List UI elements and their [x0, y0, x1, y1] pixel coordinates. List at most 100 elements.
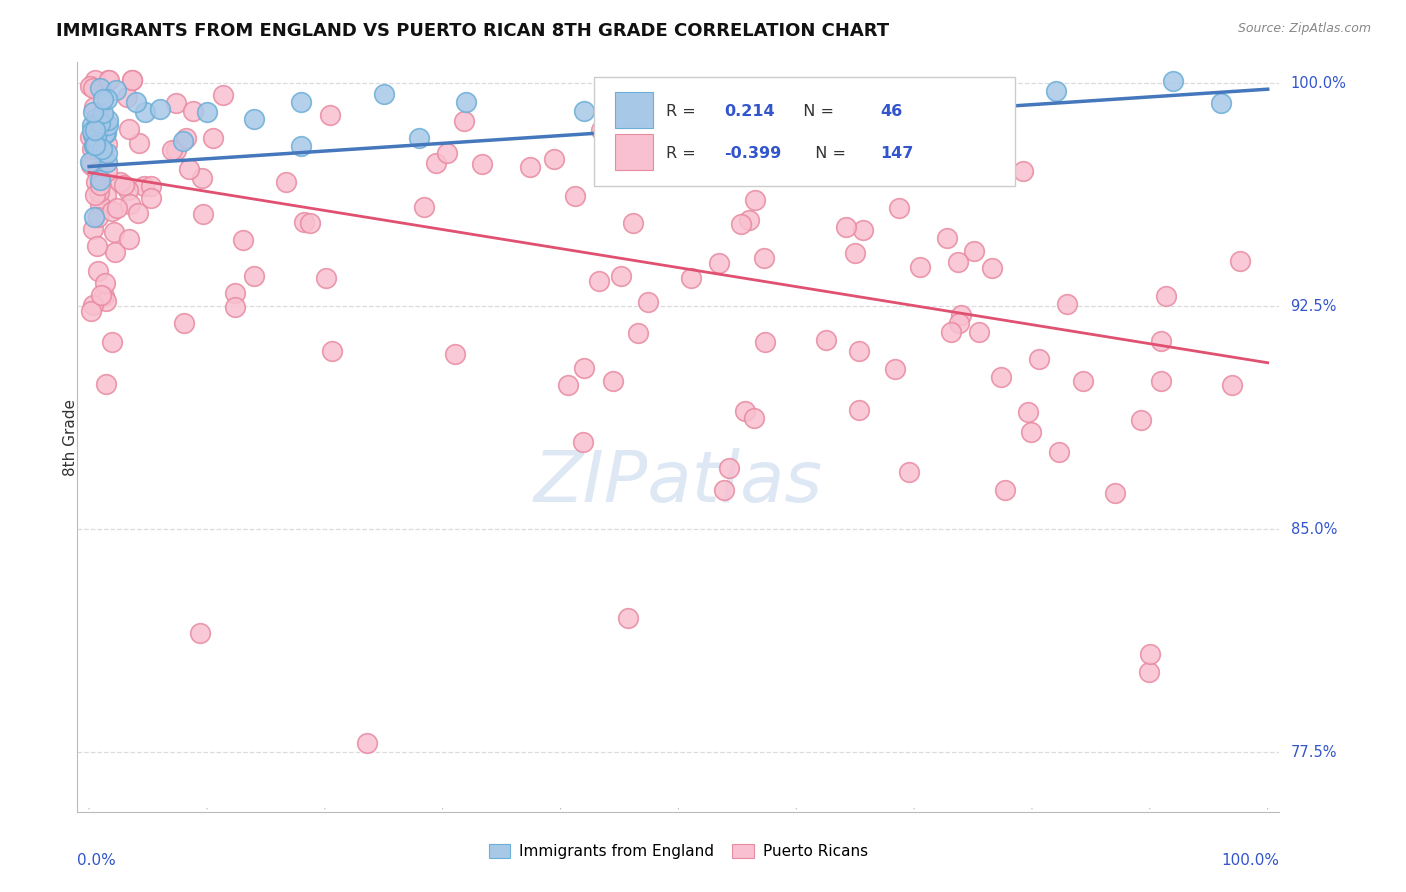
Point [1150, 374, 1173, 388]
Point [1137, 665, 1160, 679]
Point [1012, 164, 1035, 178]
Text: R =: R = [666, 103, 702, 119]
Point [96, 154, 118, 169]
Text: N =: N = [793, 103, 839, 119]
Point [79, 129, 101, 144]
Point [1104, 486, 1126, 500]
Point [848, 403, 870, 417]
Point [149, 102, 172, 116]
Point [717, 461, 740, 475]
Point [232, 233, 254, 247]
Point [936, 231, 959, 245]
Point [738, 213, 761, 227]
Point [946, 254, 969, 268]
Point [814, 333, 837, 347]
Point [990, 370, 1012, 384]
Point [1028, 351, 1050, 366]
Point [889, 202, 911, 216]
Point [80, 304, 103, 318]
Point [981, 261, 1004, 276]
Point [571, 434, 593, 449]
Point [82, 81, 104, 95]
Point [994, 483, 1017, 498]
Point [1209, 95, 1232, 110]
Point [89, 80, 111, 95]
Point [844, 246, 866, 260]
Point [82, 128, 104, 143]
Point [87, 123, 110, 137]
Point [835, 220, 858, 235]
Point [444, 346, 467, 360]
Point [274, 175, 297, 189]
Point [93, 105, 115, 120]
Point [967, 325, 990, 339]
Point [1129, 413, 1152, 427]
Point [89, 173, 111, 187]
Point [132, 179, 155, 194]
Point [93, 116, 115, 130]
Point [93, 118, 115, 132]
Point [118, 121, 141, 136]
Point [87, 114, 110, 128]
Point [315, 271, 337, 285]
Point [139, 178, 162, 193]
Point [83, 100, 105, 114]
Point [97, 112, 120, 127]
Text: 85.0%: 85.0% [1291, 522, 1337, 537]
Point [356, 736, 378, 750]
Point [543, 152, 565, 166]
Point [96, 377, 118, 392]
Point [188, 626, 211, 640]
Point [290, 95, 312, 109]
Point [589, 123, 612, 137]
Point [84, 188, 107, 202]
Point [80, 124, 103, 138]
Point [80, 118, 103, 132]
Point [319, 108, 342, 122]
Point [134, 105, 156, 120]
Point [730, 217, 752, 231]
Point [84, 130, 107, 145]
Point [201, 131, 224, 145]
Point [94, 126, 117, 140]
Point [1229, 253, 1251, 268]
Point [89, 198, 111, 212]
Point [172, 134, 194, 148]
Point [852, 223, 875, 237]
Point [89, 185, 111, 199]
Point [574, 360, 596, 375]
Text: 77.5%: 77.5% [1291, 745, 1337, 760]
Point [884, 362, 907, 376]
Point [125, 95, 148, 110]
Point [121, 73, 143, 87]
Point [413, 200, 436, 214]
Point [174, 131, 197, 145]
Point [90, 288, 112, 302]
Point [564, 188, 586, 202]
Point [939, 325, 962, 339]
Point [80, 158, 103, 172]
Point [118, 197, 141, 211]
Legend: Immigrants from England, Puerto Ricans: Immigrants from England, Puerto Ricans [482, 838, 875, 865]
Point [91, 142, 114, 156]
Point [903, 114, 925, 128]
Point [290, 139, 312, 153]
Point [408, 131, 430, 145]
Text: 0.0%: 0.0% [77, 854, 117, 869]
Text: 92.5%: 92.5% [1291, 299, 1337, 314]
Point [1071, 374, 1094, 388]
Point [963, 244, 986, 258]
Point [621, 217, 644, 231]
Point [1139, 647, 1161, 661]
Point [84, 123, 107, 137]
Point [471, 157, 494, 171]
Text: ZIPatlas: ZIPatlas [534, 448, 823, 516]
Point [83, 137, 105, 152]
Point [82, 104, 104, 119]
Point [898, 465, 921, 479]
Point [87, 164, 110, 178]
Point [191, 170, 214, 185]
Point [165, 95, 187, 110]
Point [93, 289, 115, 303]
FancyBboxPatch shape [595, 78, 1015, 186]
